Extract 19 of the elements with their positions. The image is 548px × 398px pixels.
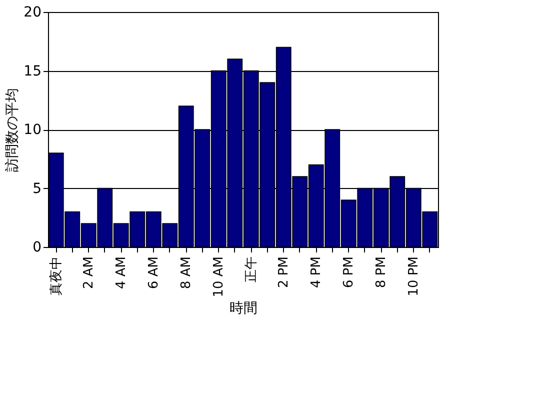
x-axis-title: 時間 (230, 300, 258, 316)
y-tick-label: 20 (24, 4, 42, 20)
x-tick-label: 2 PM (276, 256, 292, 288)
y-axis-title: 訪問数の平均 (4, 88, 21, 172)
x-tick-label: 8 PM (374, 256, 390, 288)
x-tick-label: 4 AM (114, 256, 130, 290)
x-tick-label: 10 AM (212, 256, 227, 298)
x-tick-label: 真夜中 (48, 256, 64, 296)
y-tick-label: 0 (32, 240, 42, 256)
y-tick-label: 10 (24, 122, 42, 138)
x-tick-label: 2 AM (82, 256, 97, 290)
x-tick-label: 8 AM (179, 256, 194, 290)
y-tick-label: 5 (32, 180, 42, 197)
x-tick-label: 10 PM (406, 256, 422, 296)
y-tick-label: 15 (24, 63, 42, 80)
x-tick-label: 6 AM (146, 256, 162, 290)
x-tick-label: 4 PM (309, 256, 324, 288)
x-tick-label: 正午 (244, 256, 260, 282)
x-tick-label: 6 PM (342, 256, 357, 288)
